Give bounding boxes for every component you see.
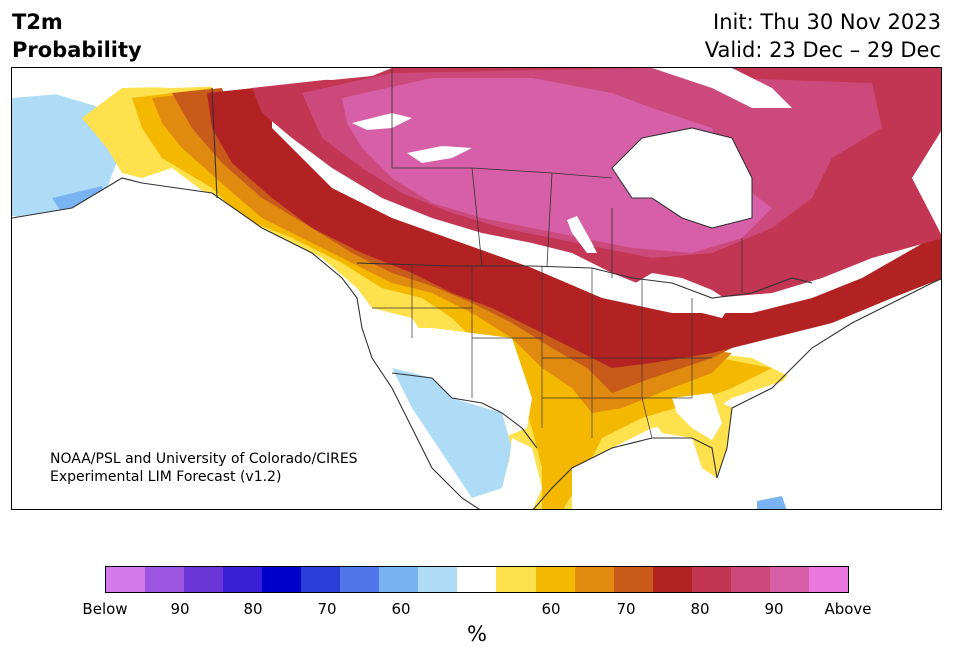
great-lakes bbox=[627, 273, 732, 318]
cb-label-above: Above bbox=[824, 600, 872, 618]
colorbar-swatch bbox=[730, 567, 770, 592]
colorbar-swatch bbox=[223, 567, 263, 592]
baffin-water bbox=[652, 68, 792, 108]
colorbar-swatch bbox=[574, 567, 614, 592]
great-bear-lake bbox=[352, 113, 412, 130]
colorbar-swatch bbox=[262, 567, 302, 592]
hudson-bay-outline bbox=[611, 127, 753, 229]
coastline-gulf bbox=[533, 437, 718, 509]
colorbar-swatch bbox=[379, 567, 419, 592]
southeast-white bbox=[672, 393, 722, 440]
colorbar-swatch bbox=[652, 567, 692, 592]
hudson-bay bbox=[612, 128, 752, 228]
mexico-west-white bbox=[507, 438, 542, 509]
atlantic-ocean-north bbox=[772, 288, 941, 509]
cb-label-60-above: 60 bbox=[541, 600, 561, 618]
colorbar bbox=[105, 566, 849, 593]
borders bbox=[12, 68, 941, 509]
alaska-border bbox=[211, 87, 218, 199]
credit-text: NOAA/PSL and University of Colorado/CIRE… bbox=[50, 450, 358, 486]
product-label: Probability bbox=[12, 38, 142, 62]
colorbar-swatch bbox=[769, 567, 809, 592]
map-svg bbox=[12, 68, 941, 509]
variable-label: T2m bbox=[12, 10, 63, 34]
colorbar-swatch bbox=[145, 567, 185, 592]
state-lines bbox=[372, 266, 712, 439]
cb-label-90-below: 90 bbox=[170, 600, 190, 618]
credit-line-1: NOAA/PSL and University of Colorado/CIRE… bbox=[50, 451, 358, 467]
province-lines bbox=[391, 68, 743, 293]
cb-label-80-below: 80 bbox=[243, 600, 263, 618]
colorbar-swatch bbox=[301, 567, 341, 592]
valid-range: Valid: 23 Dec – 29 Dec bbox=[704, 38, 941, 62]
colorbar-swatch bbox=[106, 567, 146, 592]
credit-line-2: Experimental LIM Forecast (v1.2) bbox=[50, 469, 282, 485]
colorbar-swatch bbox=[340, 567, 380, 592]
mexico-below-region bbox=[392, 368, 512, 498]
colorbar-swatch bbox=[496, 567, 536, 592]
colorbar-swatch bbox=[613, 567, 653, 592]
probability-shading bbox=[12, 68, 941, 509]
cb-label-80-above: 80 bbox=[690, 600, 710, 618]
colorbar-swatch bbox=[457, 567, 497, 592]
colorbar-swatch bbox=[184, 567, 224, 592]
band-above-80 bbox=[207, 86, 941, 368]
cb-label-70-below: 70 bbox=[317, 600, 337, 618]
lake-winnipeg bbox=[567, 216, 597, 253]
cb-label-below: Below bbox=[82, 600, 128, 618]
us-canada-border bbox=[356, 262, 813, 299]
colorbar-unit: % bbox=[467, 622, 487, 646]
great-slave-lake bbox=[407, 146, 472, 163]
us-mexico-border bbox=[391, 372, 538, 449]
pacific-ocean bbox=[12, 178, 479, 509]
colorbar-swatch bbox=[418, 567, 458, 592]
cb-label-70-above: 70 bbox=[616, 600, 636, 618]
band-above-95 bbox=[342, 78, 772, 253]
colorbar-swatch bbox=[808, 567, 848, 592]
alaska-below70-patch bbox=[52, 186, 104, 213]
init-date: Init: Thu 30 Nov 2023 bbox=[713, 10, 941, 34]
caribbean-blue bbox=[757, 496, 787, 509]
forecast-map: NOAA/PSL and University of Colorado/CIRE… bbox=[11, 67, 942, 510]
date-info: Init: Thu 30 Nov 2023 Valid: 23 Dec – 29… bbox=[705, 8, 941, 64]
map-title: T2m Probability bbox=[12, 8, 142, 64]
colorbar-swatch bbox=[691, 567, 731, 592]
cb-label-60-below: 60 bbox=[391, 600, 411, 618]
coastline-east bbox=[716, 278, 941, 479]
cb-label-90-above: 90 bbox=[764, 600, 784, 618]
coastline-west bbox=[12, 177, 480, 509]
colorbar-swatch bbox=[535, 567, 575, 592]
arctic-water bbox=[12, 68, 392, 98]
